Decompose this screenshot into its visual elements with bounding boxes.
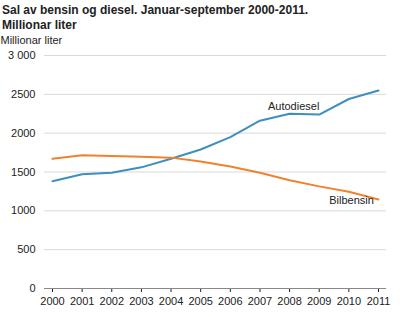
svg-text:Autodiesel: Autodiesel: [268, 100, 319, 112]
svg-text:2500: 2500: [11, 88, 35, 100]
html-text:Sal av bensin og diesel. Janua: Sal av bensin og diesel. Januar-septembe…: [2, 3, 309, 17]
svg-text:2010: 2010: [337, 295, 361, 307]
svg-text:2002: 2002: [100, 295, 124, 307]
svg-text:2005: 2005: [188, 295, 212, 307]
svg-text:2009: 2009: [307, 295, 331, 307]
svg-text:2000: 2000: [40, 295, 64, 307]
svg-text:1500: 1500: [11, 166, 35, 178]
svg-text:2000: 2000: [11, 127, 35, 139]
html-text:Millionar liter: Millionar liter: [2, 18, 77, 32]
svg-text:Bilbensin: Bilbensin: [329, 194, 374, 206]
svg-text:2001: 2001: [70, 295, 94, 307]
svg-text:2006: 2006: [218, 295, 242, 307]
svg-text:2007: 2007: [248, 295, 272, 307]
svg-text:2003: 2003: [129, 295, 153, 307]
svg-text:2011: 2011: [367, 295, 391, 307]
svg-text:500: 500: [17, 243, 35, 255]
svg-text:2004: 2004: [159, 295, 183, 307]
svg-text:1000: 1000: [11, 204, 35, 216]
svg-text:3 000: 3 000: [8, 49, 36, 61]
svg-text:0: 0: [29, 282, 35, 294]
svg-text:2008: 2008: [277, 295, 301, 307]
svg-text:Millionar liter: Millionar liter: [1, 34, 63, 46]
